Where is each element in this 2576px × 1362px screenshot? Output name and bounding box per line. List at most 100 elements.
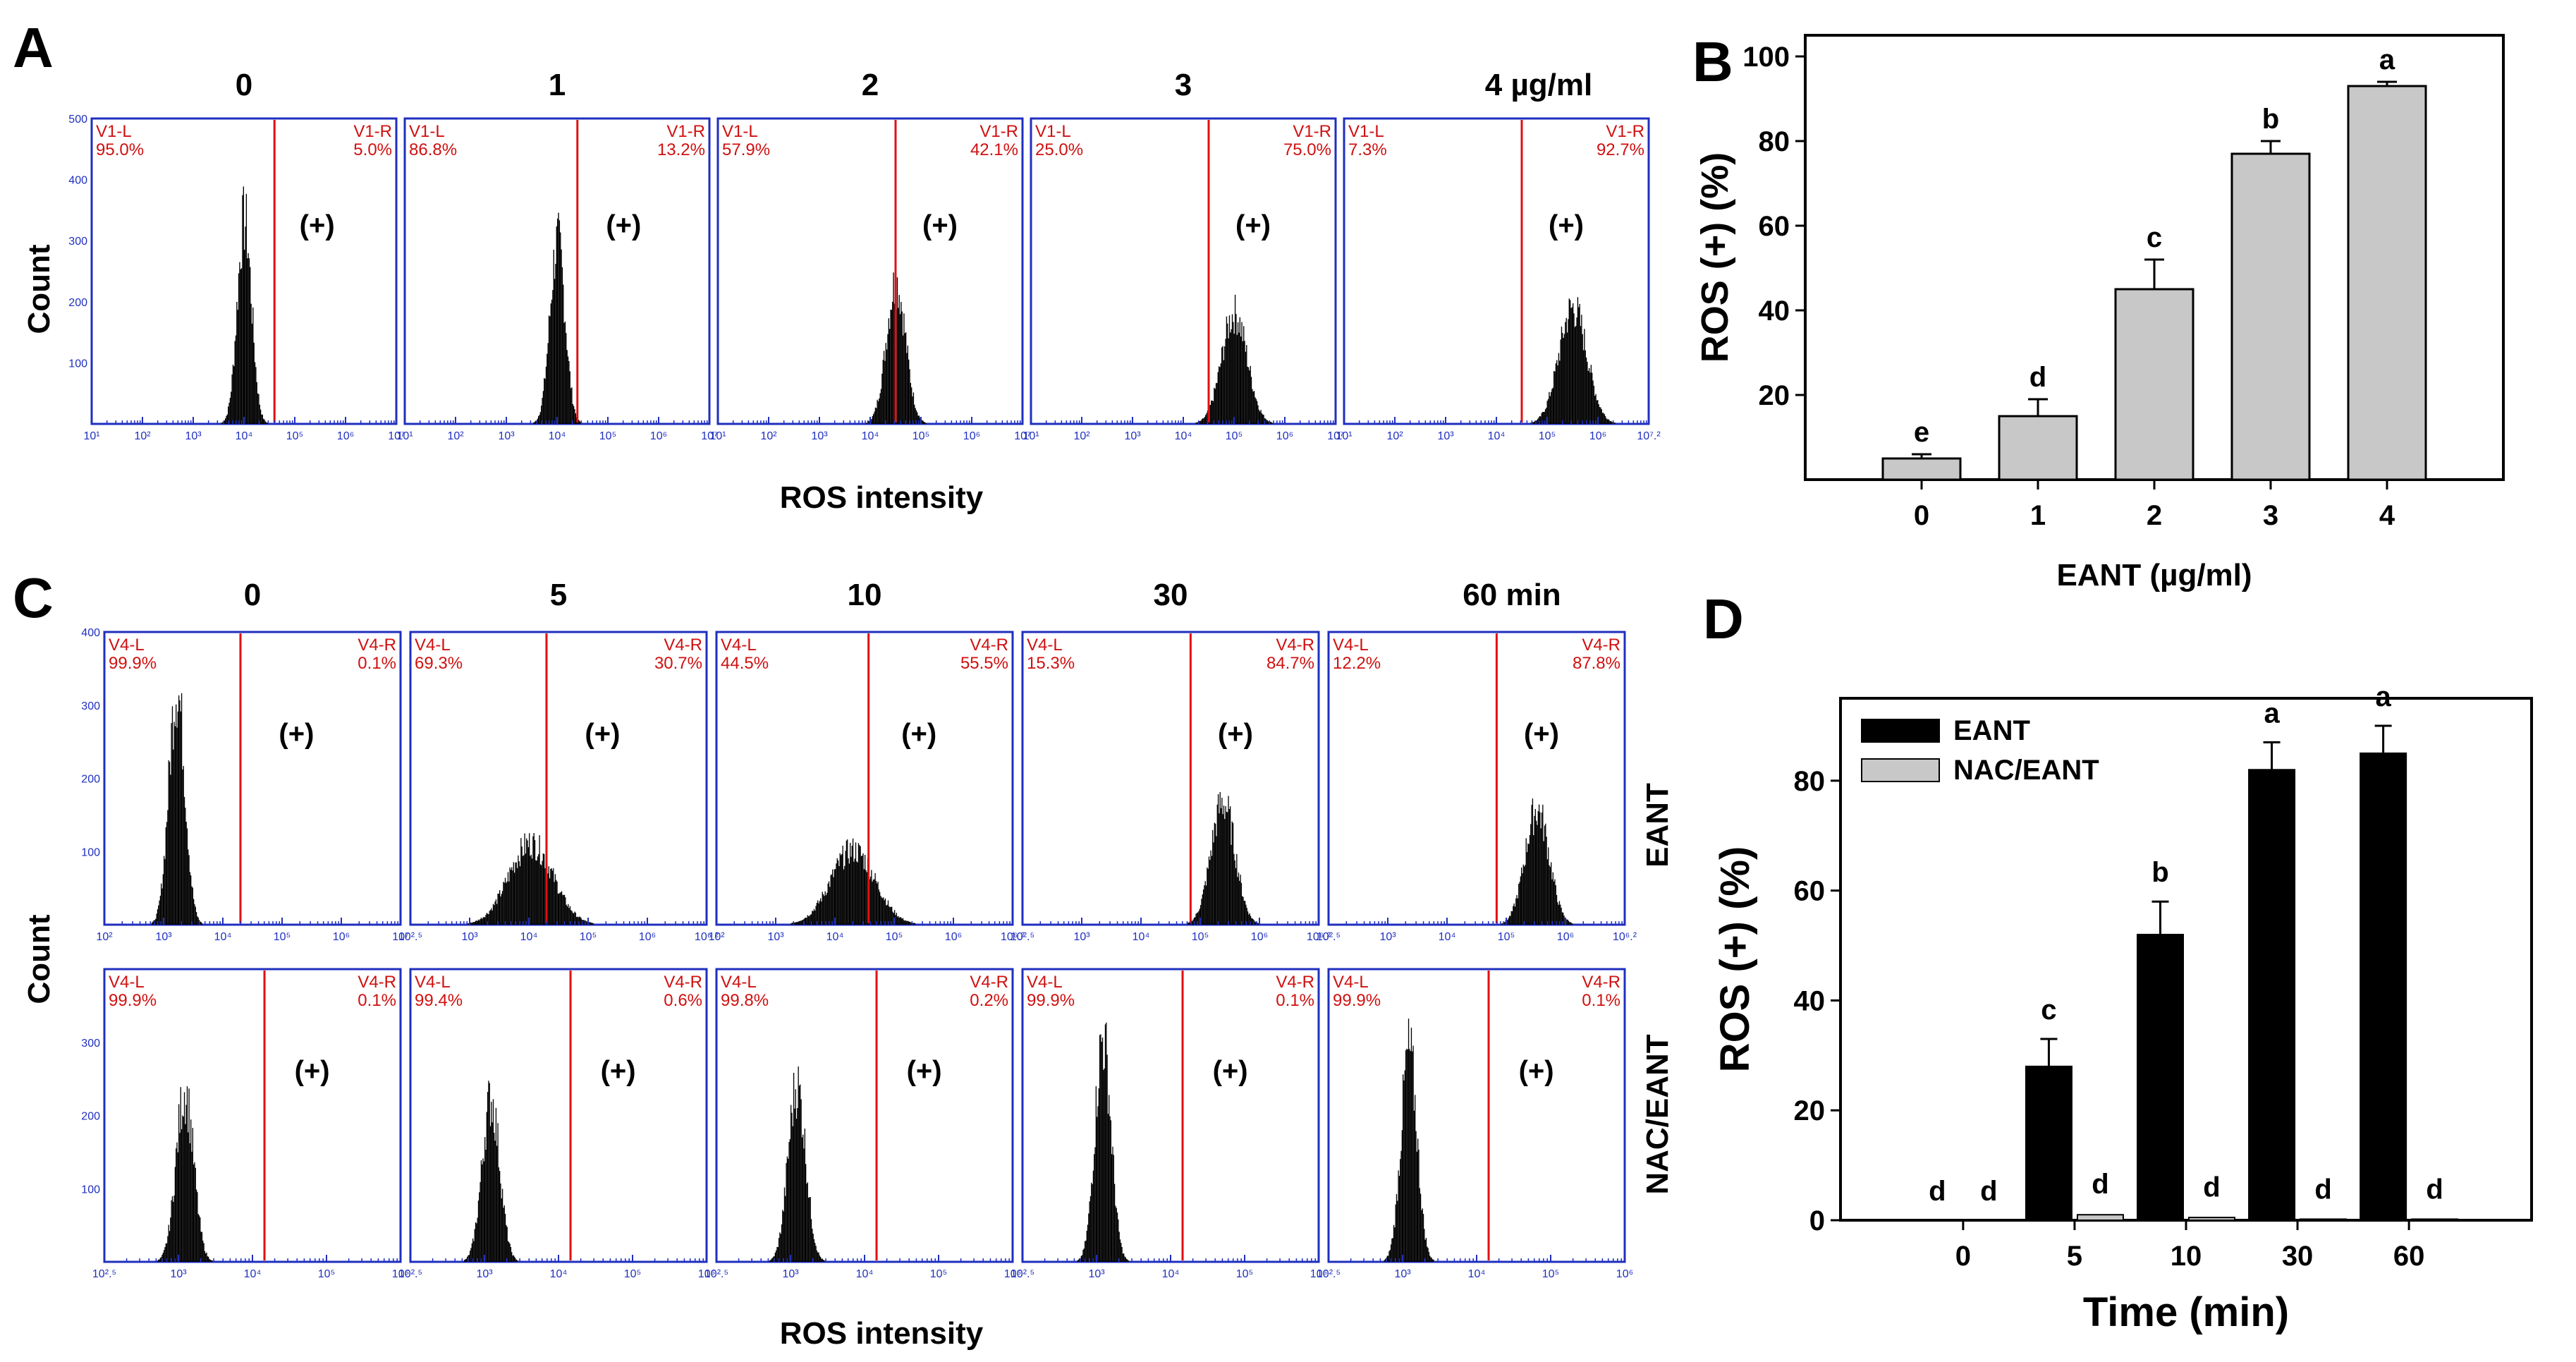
panel-a-4-histogram-bin	[1594, 396, 1596, 424]
panel-c-row1-1-histogram-bin	[473, 1241, 475, 1262]
panel-c-row1-1-histogram-bin	[485, 1150, 487, 1262]
panel-a-0-histogram-bin	[225, 418, 226, 424]
panel-a-3-histogram-bin	[1247, 367, 1250, 424]
panel-c-row0-3-histogram-bin	[1213, 842, 1214, 925]
panel-c-row0-2-histogram-bin	[826, 892, 828, 925]
panel-c-row0-3-histogram-bin	[1257, 923, 1259, 925]
panel-c-row0-2-histogram-bin	[810, 914, 811, 925]
panel-c-row0-1-histogram-bin	[556, 881, 558, 925]
panel-c-row1-0-histogram-bin	[190, 1119, 192, 1262]
panel-c-row1-2-histogram-bin	[818, 1252, 819, 1262]
panel-c-row0-1-histogram-bin	[547, 873, 549, 925]
panel-a-2-histogram-bin	[914, 404, 915, 424]
panel-c-row0-1-histogram-bin	[489, 910, 492, 925]
panel-c-row0-0-histogram-bin	[197, 917, 199, 925]
panel-c-row1-2-histogram-bin	[814, 1243, 816, 1262]
panel-c-row0-2-histogram-bin	[822, 894, 824, 925]
panel-c-row0-2-histogram-bin	[913, 923, 915, 925]
panel-c-row0-4-histogram-bin	[1520, 876, 1521, 925]
panel-c-row0-3-histogram-bin	[1240, 882, 1243, 925]
panel-c-row1-3-x-tick-label: 10⁴	[1162, 1268, 1180, 1280]
panel-a-3-histogram-bin	[1252, 391, 1254, 424]
panel-a-4-histogram-bin	[1603, 413, 1604, 424]
panel-c-row0-1-x-tick-label: 10⁶.²	[695, 931, 719, 943]
panel-a-1-histogram-bin	[544, 379, 546, 424]
panel-c-row1-1-histogram-bin	[508, 1242, 510, 1262]
panel-c-row1-2-left-percent: 99.8%	[721, 991, 769, 1010]
panel-c-row0-2-histogram-bin	[872, 880, 874, 925]
panel-a-4-x-tick-label: 10³	[1437, 430, 1454, 442]
panel-c-row0-3-left-gate-name: V4-L	[1027, 636, 1063, 655]
panel-a-0-x-tick-label: 10¹	[83, 430, 99, 442]
panel-c-row1-2-histogram-bin	[798, 1066, 799, 1262]
panel-c-row1-0-histogram-bin	[185, 1105, 187, 1262]
panel-c-row1-3-histogram-bin	[1092, 1170, 1094, 1262]
panel-c-row0-0-histogram-bin	[161, 888, 163, 925]
panel-b-x-tick-label: 1	[2030, 500, 2046, 531]
panel-c-row0-3-right-percent: 84.7%	[1266, 654, 1314, 673]
panel-c-row0-1-histogram-bin	[475, 920, 477, 925]
panel-c-row1-2-histogram-bin	[821, 1258, 822, 1262]
panel-a-2-x-tick-label: 10¹	[709, 430, 726, 442]
panel-c-row0-4-x-tick-label: 10³	[1379, 931, 1396, 943]
panel-c-row1-4-positive-gate-label: (+)	[1519, 1056, 1554, 1087]
panel-c-row1-2-right-gate-name: V4-R	[970, 973, 1008, 992]
panel-b-y-tick-label: 80	[1759, 126, 1790, 157]
panel-c-row1-2-histogram-bin	[802, 1134, 804, 1262]
panel-a-0-histogram-bin	[231, 374, 233, 424]
panel-a-3-histogram-bin	[1228, 315, 1231, 424]
panel-a-3-histogram-bin	[1238, 332, 1240, 424]
panel-d-significance-label: d	[2314, 1174, 2331, 1205]
panel-b-y-tick-label: 40	[1759, 296, 1790, 327]
panel-c-row1-4-histogram-bin	[1424, 1239, 1426, 1262]
panel-a-4-histogram-bin	[1597, 400, 1599, 424]
panel-c-row0-2-histogram-bin	[896, 913, 897, 925]
panel-a-4-histogram-bin	[1592, 380, 1594, 424]
panel-c-row0-1-histogram-bin	[558, 893, 560, 925]
panel-c-row1-3-histogram-bin	[1079, 1258, 1080, 1262]
panel-c-row1-4-left-gate-name: V4-L	[1333, 973, 1369, 992]
panel-c-row0-4-histogram-bin	[1536, 820, 1537, 925]
panel-c-row0-0-histogram-bin	[167, 810, 169, 925]
panel-b-bar-chart: 20 40 60 80 100 e 0 d 1 c 2 b 3 a 4 EANT (µg/ml) ROS (+)…	[1694, 34, 2505, 592]
panel-c-row0-1-histogram-bin	[509, 867, 511, 925]
panel-c-row0-4-histogram-bin	[1556, 894, 1558, 925]
panel-c-row0-4-x-tick-label: 10².⁵	[1317, 931, 1341, 943]
panel-a-4-histogram-bin	[1551, 389, 1553, 424]
panel-c-row1-2-histogram-bin	[817, 1252, 819, 1262]
panel-a-3-histogram-bin	[1231, 314, 1233, 424]
panel-d-y-tick-label: 40	[1794, 985, 1826, 1016]
panel-c-row1-2-histogram-bin	[782, 1210, 783, 1262]
panel-c-row0-4-histogram-bin	[1528, 844, 1530, 925]
panel-c-row1-1-x-tick-label: 10⁵	[624, 1268, 641, 1280]
panel-a-1-right-gate-name: V1-R	[666, 122, 705, 141]
panel-d-bar	[2360, 752, 2407, 1222]
panel-c-row1-1-histogram-bin	[499, 1171, 501, 1262]
panel-c-row0-2-histogram-bin	[857, 862, 858, 925]
panel-a-2-histogram-bin	[909, 369, 910, 424]
panel-c-row0-1-histogram-bin	[518, 861, 520, 925]
panel-a-3-positive-gate-label: (+)	[1235, 210, 1271, 241]
panel-a-3-histogram-bin	[1221, 347, 1223, 424]
panel-c-row1-2-histogram-bin	[795, 1119, 798, 1262]
panel-c-row0-0-histogram-bin	[188, 855, 190, 925]
panel-c-row0-2-histogram-bin	[829, 887, 831, 925]
panel-a-4-histogram-bin	[1604, 414, 1605, 424]
panel-c-row0-2-histogram-bin	[809, 916, 810, 925]
panel-c-row0-2-histogram-bin	[877, 881, 879, 925]
panel-a-1-positive-gate-label: (+)	[606, 210, 641, 241]
panel-c-row0-2-histogram-bin	[855, 842, 857, 925]
panel-a-3-histogram-bin	[1209, 404, 1211, 424]
panel-c-row1-4-frame	[1327, 968, 1626, 1263]
panel-a-1-histogram-bin	[533, 422, 535, 424]
panel-a-1-histogram-bin	[538, 415, 539, 424]
panel-c-row0-1-histogram-bin	[582, 920, 584, 925]
panel-a-0-x-tick-label: 10³	[185, 430, 202, 442]
panel-c-row0-1-left-percent: 69.3%	[415, 654, 463, 673]
panel-a-2-histogram-bin	[887, 334, 889, 424]
panel-d-bar	[2300, 1218, 2348, 1222]
panel-c-row1-0-y-tick-label: 300	[81, 1038, 100, 1050]
panel-c-row0-0-histogram-bin	[158, 905, 159, 925]
panel-a-3-histogram-bin	[1253, 391, 1255, 424]
panel-a-3-histogram-bin	[1200, 420, 1202, 424]
